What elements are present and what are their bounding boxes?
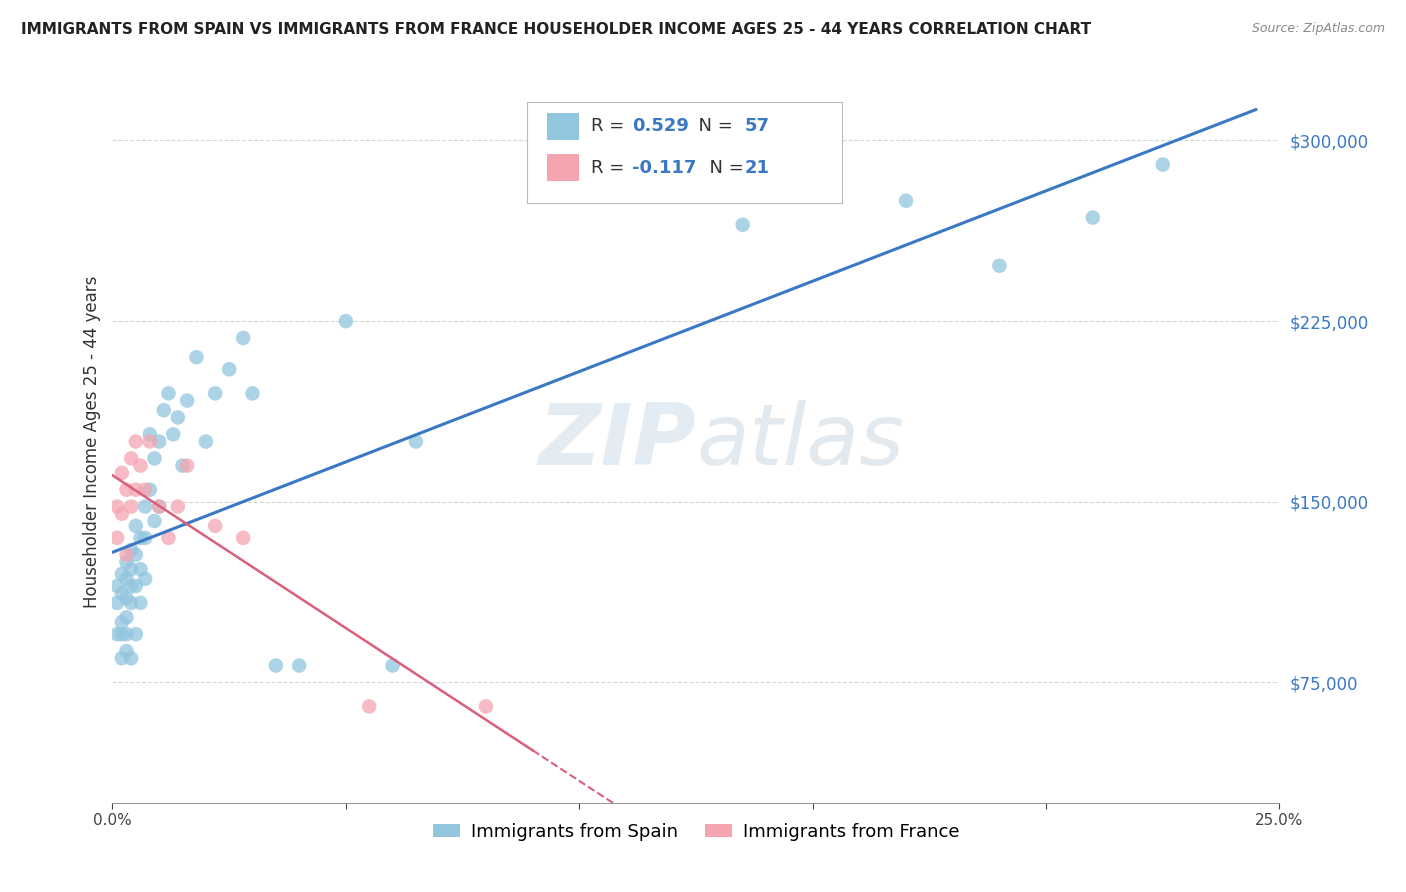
Point xyxy=(111,507,134,521)
Point xyxy=(1152,157,1174,171)
Text: 21: 21 xyxy=(745,159,770,177)
Point xyxy=(125,627,148,641)
Point xyxy=(139,483,162,497)
Point xyxy=(129,562,152,576)
FancyBboxPatch shape xyxy=(547,154,579,181)
Point xyxy=(111,586,134,600)
Point xyxy=(115,555,138,569)
Point xyxy=(242,386,264,401)
Point xyxy=(264,658,287,673)
Point xyxy=(134,572,156,586)
Point xyxy=(125,519,148,533)
Point xyxy=(176,393,198,408)
Text: N =: N = xyxy=(686,117,738,135)
Point xyxy=(105,596,128,610)
Point xyxy=(105,579,128,593)
Point xyxy=(111,615,134,630)
Point xyxy=(148,434,170,449)
Point xyxy=(134,483,156,497)
Point xyxy=(232,331,254,345)
Point xyxy=(176,458,198,473)
Point xyxy=(172,458,194,473)
Point xyxy=(405,434,427,449)
Text: Source: ZipAtlas.com: Source: ZipAtlas.com xyxy=(1251,22,1385,36)
Point xyxy=(194,434,217,449)
Point xyxy=(115,610,138,624)
Point xyxy=(105,500,128,514)
Point xyxy=(288,658,311,673)
Text: ZIP: ZIP xyxy=(538,400,696,483)
Text: R =: R = xyxy=(591,159,630,177)
Point xyxy=(157,386,180,401)
Point xyxy=(139,427,162,442)
Point xyxy=(125,483,148,497)
Point xyxy=(111,567,134,582)
Text: -0.117: -0.117 xyxy=(631,159,696,177)
Point xyxy=(120,651,142,665)
Point xyxy=(125,548,148,562)
Text: N =: N = xyxy=(699,159,749,177)
Point xyxy=(148,500,170,514)
Point xyxy=(204,519,226,533)
Point xyxy=(120,542,142,557)
Point xyxy=(162,427,184,442)
Point xyxy=(115,644,138,658)
Point xyxy=(111,466,134,480)
Point xyxy=(157,531,180,545)
Point xyxy=(143,451,166,466)
Point xyxy=(166,500,188,514)
Point xyxy=(204,386,226,401)
Point xyxy=(125,434,148,449)
Point xyxy=(111,627,134,641)
Y-axis label: Householder Income Ages 25 - 44 years: Householder Income Ages 25 - 44 years xyxy=(83,276,101,607)
Point xyxy=(143,514,166,528)
FancyBboxPatch shape xyxy=(527,102,842,203)
Point xyxy=(115,548,138,562)
Point xyxy=(120,500,142,514)
Point xyxy=(134,500,156,514)
Point xyxy=(186,350,208,364)
Point xyxy=(111,651,134,665)
Point xyxy=(129,596,152,610)
Point xyxy=(129,458,152,473)
Legend: Immigrants from Spain, Immigrants from France: Immigrants from Spain, Immigrants from F… xyxy=(426,815,966,848)
Point xyxy=(129,531,152,545)
Point xyxy=(1081,211,1104,225)
Point xyxy=(120,451,142,466)
Point xyxy=(232,531,254,545)
Point xyxy=(139,434,162,449)
Point xyxy=(381,658,404,673)
Point xyxy=(166,410,188,425)
Point xyxy=(218,362,240,376)
Point xyxy=(115,483,138,497)
Point xyxy=(988,259,1011,273)
Point xyxy=(120,596,142,610)
FancyBboxPatch shape xyxy=(547,112,579,140)
Point xyxy=(115,591,138,606)
Point xyxy=(894,194,917,208)
Point xyxy=(105,531,128,545)
Text: 57: 57 xyxy=(745,117,770,135)
Point xyxy=(475,699,498,714)
Point xyxy=(120,579,142,593)
Point xyxy=(153,403,176,417)
Point xyxy=(148,500,170,514)
Text: 0.529: 0.529 xyxy=(631,117,689,135)
Text: R =: R = xyxy=(591,117,630,135)
Text: IMMIGRANTS FROM SPAIN VS IMMIGRANTS FROM FRANCE HOUSEHOLDER INCOME AGES 25 - 44 : IMMIGRANTS FROM SPAIN VS IMMIGRANTS FROM… xyxy=(21,22,1091,37)
Point xyxy=(105,627,128,641)
Point xyxy=(115,627,138,641)
Point xyxy=(125,579,148,593)
Point xyxy=(359,699,381,714)
Point xyxy=(134,531,156,545)
Point xyxy=(120,562,142,576)
Text: atlas: atlas xyxy=(696,400,904,483)
Point xyxy=(731,218,754,232)
Point xyxy=(335,314,357,328)
Point xyxy=(115,572,138,586)
